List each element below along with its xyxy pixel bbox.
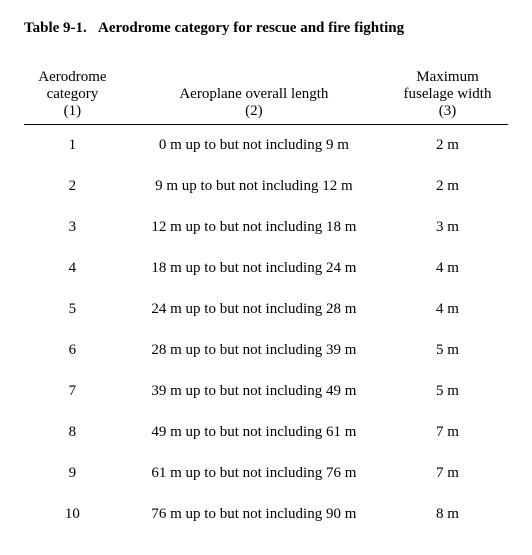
title-text: Aerodrome category for rescue and fire f… bbox=[98, 20, 404, 36]
cell-length: 39 m up to but not including 49 m bbox=[121, 371, 387, 412]
cell-width: 7 m bbox=[387, 453, 508, 494]
cell-width: 7 m bbox=[387, 412, 508, 453]
cell-length: 18 m up to but not including 24 m bbox=[121, 248, 387, 289]
cell-category: 1 bbox=[24, 125, 121, 167]
col2-num: (2) bbox=[245, 103, 263, 119]
col3-line2: fuselage width bbox=[404, 86, 492, 102]
table-row: 739 m up to but not including 49 m5 m bbox=[24, 371, 508, 412]
cell-width: 4 m bbox=[387, 248, 508, 289]
column-header-category: Aerodrome category (1) bbox=[24, 63, 121, 125]
cell-width: 5 m bbox=[387, 330, 508, 371]
cell-length: 12 m up to but not including 18 m bbox=[121, 207, 387, 248]
col1-num: (1) bbox=[64, 103, 82, 119]
cell-category: 7 bbox=[24, 371, 121, 412]
cell-length: 49 m up to but not including 61 m bbox=[121, 412, 387, 453]
cell-width: 4 m bbox=[387, 289, 508, 330]
table-row: 29 m up to but not including 12 m2 m bbox=[24, 166, 508, 207]
col3-line1: Maximum bbox=[416, 69, 479, 85]
column-header-width: Maximum fuselage width (3) bbox=[387, 63, 508, 125]
cell-category: 10 bbox=[24, 494, 121, 535]
table-row: 1076 m up to but not including 90 m8 m bbox=[24, 494, 508, 535]
table-body: 10 m up to but not including 9 m2 m29 m … bbox=[24, 125, 508, 536]
table-row: 312 m up to but not including 18 m3 m bbox=[24, 207, 508, 248]
cell-category: 8 bbox=[24, 412, 121, 453]
col1-line1: Aerodrome bbox=[38, 69, 106, 85]
table-row: 961 m up to but not including 76 m7 m bbox=[24, 453, 508, 494]
cell-width: 3 m bbox=[387, 207, 508, 248]
col3-num: (3) bbox=[439, 103, 457, 119]
aerodrome-category-table: Aerodrome category (1) Aeroplane overall… bbox=[24, 63, 508, 535]
table-title: Table 9-1. Aerodrome category for rescue… bbox=[24, 20, 508, 37]
table-row: 849 m up to but not including 61 m7 m bbox=[24, 412, 508, 453]
cell-category: 3 bbox=[24, 207, 121, 248]
cell-length: 61 m up to but not including 76 m bbox=[121, 453, 387, 494]
cell-length: 28 m up to but not including 39 m bbox=[121, 330, 387, 371]
cell-length: 9 m up to but not including 12 m bbox=[121, 166, 387, 207]
column-header-length: Aeroplane overall length (2) bbox=[121, 63, 387, 125]
cell-length: 24 m up to but not including 28 m bbox=[121, 289, 387, 330]
table-row: 524 m up to but not including 28 m4 m bbox=[24, 289, 508, 330]
table-row: 628 m up to but not including 39 m5 m bbox=[24, 330, 508, 371]
cell-category: 6 bbox=[24, 330, 121, 371]
cell-category: 4 bbox=[24, 248, 121, 289]
cell-width: 8 m bbox=[387, 494, 508, 535]
table-row: 418 m up to but not including 24 m4 m bbox=[24, 248, 508, 289]
col2-line2: Aeroplane overall length bbox=[179, 86, 328, 102]
cell-category: 2 bbox=[24, 166, 121, 207]
cell-category: 9 bbox=[24, 453, 121, 494]
cell-width: 2 m bbox=[387, 125, 508, 167]
cell-length: 0 m up to but not including 9 m bbox=[121, 125, 387, 167]
table-header-row: Aerodrome category (1) Aeroplane overall… bbox=[24, 63, 508, 125]
col1-line2: category bbox=[47, 86, 99, 102]
cell-category: 5 bbox=[24, 289, 121, 330]
title-label: Table 9-1. bbox=[24, 20, 87, 36]
cell-width: 2 m bbox=[387, 166, 508, 207]
table-row: 10 m up to but not including 9 m2 m bbox=[24, 125, 508, 167]
cell-length: 76 m up to but not including 90 m bbox=[121, 494, 387, 535]
cell-width: 5 m bbox=[387, 371, 508, 412]
